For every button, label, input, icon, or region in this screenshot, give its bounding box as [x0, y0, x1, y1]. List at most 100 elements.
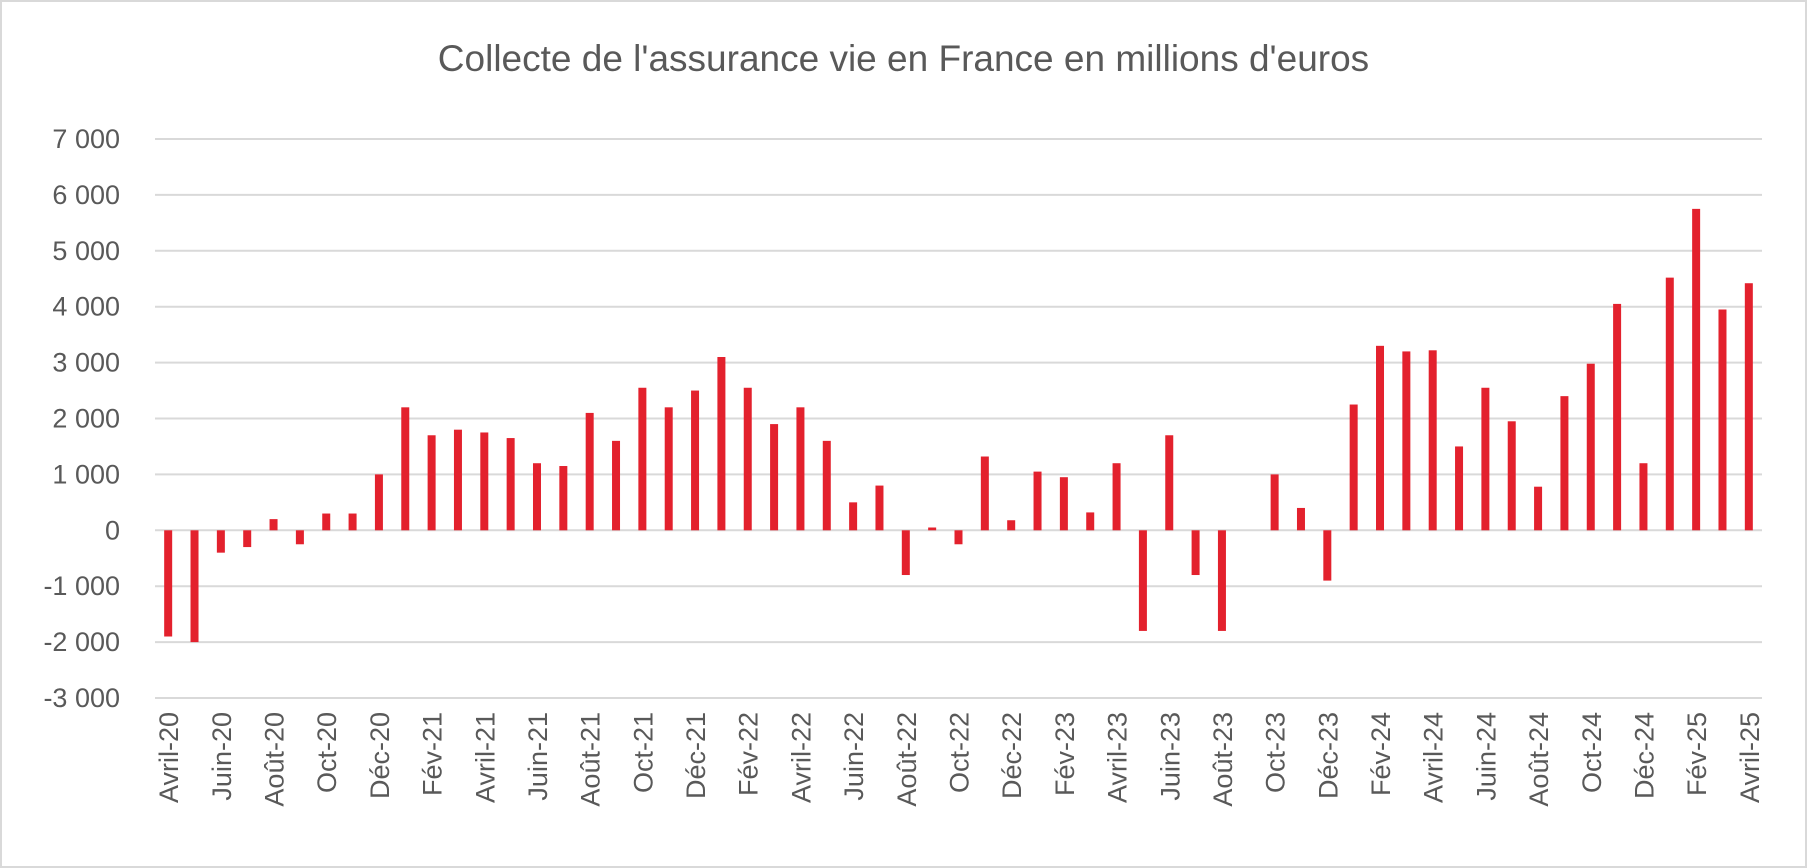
bar	[1059, 477, 1068, 531]
y-tick-label: 6 000	[52, 180, 120, 210]
bar	[1455, 446, 1464, 531]
x-tick-label: Août-20	[260, 712, 290, 807]
bar	[1692, 208, 1701, 531]
x-tick-label: Juin-24	[1471, 712, 1501, 801]
x-tick-label: Août-24	[1524, 712, 1554, 807]
x-tick-label: Avril-24	[1419, 712, 1449, 803]
bar	[1349, 404, 1358, 531]
bar	[1217, 530, 1226, 631]
bar	[691, 390, 700, 531]
bar	[559, 466, 568, 531]
bar	[1586, 363, 1595, 531]
x-tick-label: Oct-24	[1577, 712, 1607, 793]
y-tick-label: 7 000	[52, 124, 120, 154]
bar	[1191, 530, 1200, 576]
x-tick-label: Déc-20	[365, 712, 395, 799]
bar	[1428, 350, 1437, 531]
x-tick-label: Juin-20	[207, 712, 237, 801]
bar	[295, 530, 304, 545]
bar	[638, 387, 647, 531]
bar	[1507, 421, 1516, 531]
bar	[822, 440, 831, 531]
bar	[1534, 486, 1543, 531]
bar	[1718, 309, 1727, 531]
bar	[980, 456, 989, 531]
bar	[1270, 474, 1279, 531]
bar	[1086, 512, 1095, 531]
x-tick-label: Fév-22	[734, 712, 764, 796]
bar	[585, 412, 594, 531]
y-tick-label: 4 000	[52, 292, 120, 322]
bar	[532, 463, 541, 531]
x-tick-label: Juin-21	[523, 712, 553, 801]
bars	[164, 208, 1753, 643]
y-tick-label: -3 000	[43, 683, 120, 713]
bar	[1402, 351, 1411, 531]
y-tick-label: -2 000	[43, 627, 120, 657]
y-tick-label: -1 000	[43, 571, 120, 601]
bar	[190, 530, 199, 643]
x-tick-label: Avril-22	[786, 712, 816, 803]
x-tick-label: Juin-23	[1155, 712, 1185, 801]
bar	[216, 530, 225, 553]
bar	[1481, 387, 1490, 531]
bar	[322, 513, 331, 531]
bar	[1613, 303, 1622, 531]
x-tick-label: Juin-22	[839, 712, 869, 801]
x-tick-label: Août-23	[1208, 712, 1238, 807]
bar	[1560, 396, 1569, 531]
x-tick-label: Fév-24	[1366, 712, 1396, 796]
bar	[269, 519, 278, 531]
chart-title: Collecte de l'assurance vie en France en…	[437, 38, 1370, 79]
bar	[875, 485, 884, 531]
bar	[901, 530, 910, 576]
y-tick-label: 0	[105, 515, 120, 545]
bar	[453, 429, 462, 531]
bar	[506, 438, 515, 531]
bar	[427, 435, 436, 531]
gridlines	[155, 138, 1762, 699]
bar	[796, 407, 805, 531]
bar	[612, 440, 621, 531]
bar	[1112, 463, 1121, 531]
x-tick-label: Oct-23	[1261, 712, 1291, 793]
bar	[374, 474, 383, 531]
x-tick-label: Oct-22	[945, 712, 975, 793]
x-axis: Avril-20 Juin-20 Août-20 Oct-20 Déc-20 Fév-21…	[154, 712, 1765, 807]
x-tick-label: Oct-20	[312, 712, 342, 793]
bar	[480, 432, 489, 531]
y-axis: 7 000 6 000 5 000 4 000 3 000 2 000 1 000 0 -1 0…	[43, 124, 120, 713]
bar	[1323, 530, 1332, 581]
y-tick-label: 5 000	[52, 236, 120, 266]
x-tick-label: Avril-25	[1735, 712, 1765, 803]
x-tick-label: Déc-21	[681, 712, 711, 799]
bar	[1665, 277, 1674, 531]
bar	[243, 530, 252, 548]
bar	[164, 530, 173, 637]
x-tick-label: Avril-20	[154, 712, 184, 803]
x-tick-label: Oct-21	[628, 712, 658, 793]
bar	[1033, 471, 1042, 531]
y-tick-label: 2 000	[52, 404, 120, 434]
bar	[928, 527, 937, 531]
bar	[770, 424, 779, 531]
bar	[849, 502, 858, 531]
bar	[717, 357, 726, 531]
x-tick-label: Déc-22	[997, 712, 1027, 799]
x-tick-label: Avril-21	[470, 712, 500, 803]
x-tick-label: Déc-23	[1313, 712, 1343, 799]
bar	[1138, 530, 1147, 631]
bar	[954, 530, 963, 545]
bar	[1296, 507, 1305, 531]
bar	[664, 407, 673, 531]
x-tick-label: Déc-24	[1629, 712, 1659, 799]
bar	[1007, 520, 1016, 531]
y-tick-label: 1 000	[52, 459, 120, 489]
bar	[348, 513, 357, 531]
bar	[1376, 345, 1385, 531]
x-tick-label: Août-21	[576, 712, 606, 807]
bar	[743, 387, 752, 531]
bar	[1165, 435, 1174, 531]
